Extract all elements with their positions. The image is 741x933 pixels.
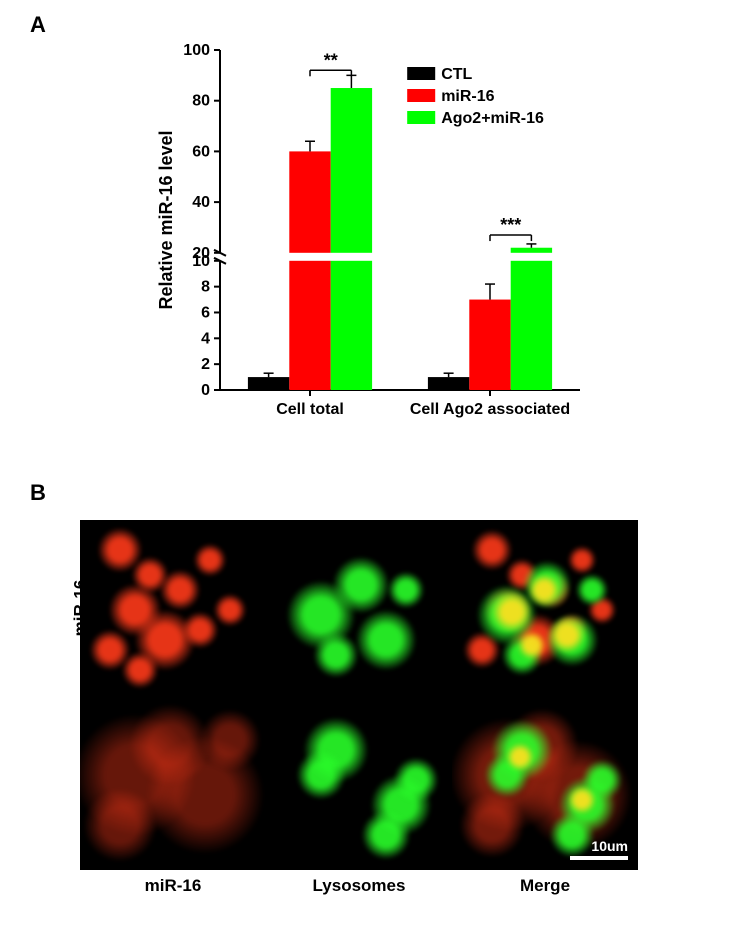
panel-label-b: B bbox=[30, 480, 46, 506]
microscopy-cell bbox=[452, 520, 638, 695]
scale-bar-label: 10um bbox=[591, 838, 628, 854]
svg-text:0: 0 bbox=[201, 382, 210, 399]
microscopy-col-label: Merge bbox=[452, 870, 638, 896]
svg-text:CTL: CTL bbox=[441, 66, 472, 83]
microscopy-cell bbox=[266, 695, 452, 870]
svg-text:100: 100 bbox=[183, 42, 210, 59]
svg-text:**: ** bbox=[324, 50, 338, 70]
svg-text:***: *** bbox=[500, 215, 521, 235]
svg-text:8: 8 bbox=[201, 279, 210, 296]
svg-text:miR-16: miR-16 bbox=[441, 88, 494, 105]
svg-text:Ago2+miR-16: Ago2+miR-16 bbox=[441, 110, 544, 127]
svg-text:Relative miR-16 level: Relative miR-16 level bbox=[156, 130, 176, 309]
svg-text:40: 40 bbox=[192, 194, 210, 211]
svg-text:20: 20 bbox=[192, 245, 210, 262]
microscopy-cell bbox=[266, 520, 452, 695]
scale-bar bbox=[570, 856, 628, 860]
microscopy-cell: 10um bbox=[452, 695, 638, 870]
svg-text:2: 2 bbox=[201, 356, 210, 373]
svg-text:4: 4 bbox=[201, 330, 210, 347]
microscopy-col-label: miR-16 bbox=[80, 870, 266, 896]
panel-label-a: A bbox=[30, 12, 46, 38]
microscopy-row: Ago2 + miR-1610um bbox=[80, 695, 638, 870]
microscopy-row: miR-16 bbox=[80, 520, 638, 695]
svg-text:6: 6 bbox=[201, 304, 210, 321]
svg-text:Cell Ago2 associated: Cell Ago2 associated bbox=[410, 401, 570, 418]
microscopy-col-label: Lysosomes bbox=[266, 870, 452, 896]
svg-text:60: 60 bbox=[192, 143, 210, 160]
microscopy-cell bbox=[80, 520, 266, 695]
microscopy-grid: miR-16Ago2 + miR-1610ummiR-16LysosomesMe… bbox=[80, 520, 638, 896]
microscopy-col-labels: miR-16LysosomesMerge bbox=[80, 870, 638, 896]
svg-text:Cell total: Cell total bbox=[276, 401, 344, 418]
microscopy-cell bbox=[80, 695, 266, 870]
svg-text:80: 80 bbox=[192, 93, 210, 110]
bar-chart: 024681020406080100Relative miR-16 levelC… bbox=[150, 30, 650, 450]
